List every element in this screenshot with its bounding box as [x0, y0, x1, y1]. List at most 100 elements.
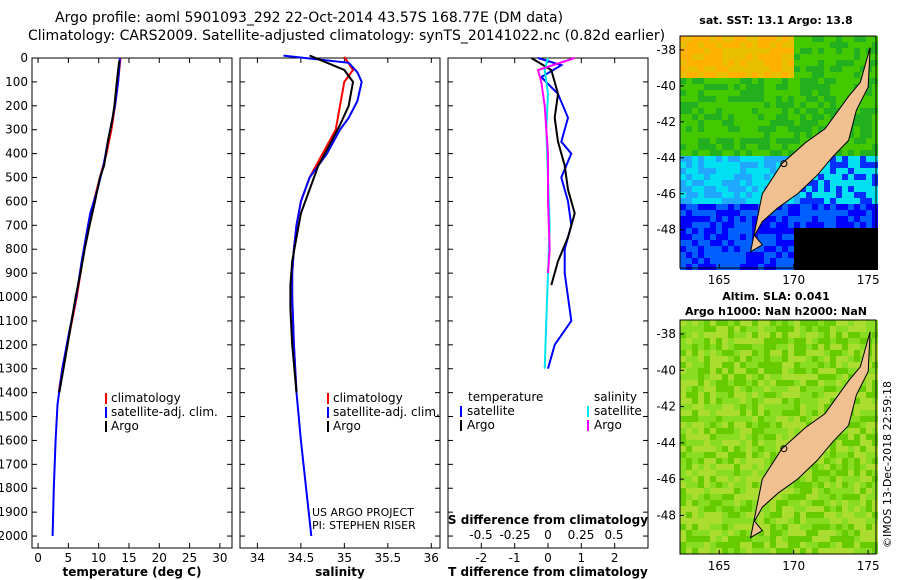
map-cell [734, 356, 740, 362]
map-cell [728, 350, 734, 356]
map-cell [818, 344, 824, 350]
map-cell [860, 210, 866, 216]
map-cell [794, 410, 800, 416]
map-cell [800, 204, 806, 210]
map-cell [860, 258, 866, 264]
map-cell [770, 54, 776, 60]
map-cell [842, 222, 848, 228]
map-cell [770, 156, 776, 162]
map-cell [848, 320, 854, 326]
map-cell [752, 494, 758, 500]
map-cell [782, 216, 788, 222]
map-cell [722, 326, 728, 332]
watermark: ©IMOS 13-Dec-2018 22:59:18 [881, 381, 894, 548]
map-cell [824, 488, 830, 494]
map-cell [704, 428, 710, 434]
map-cell [812, 524, 818, 530]
map-cell [698, 252, 704, 258]
map-cell [686, 428, 692, 434]
map-cell [758, 150, 764, 156]
map-cell [776, 524, 782, 530]
map-cell [776, 264, 782, 270]
map-cell [848, 210, 854, 216]
map-cell [746, 440, 752, 446]
map-cell [776, 332, 782, 338]
map-cell [848, 452, 854, 458]
map-cell [860, 458, 866, 464]
map-cell [830, 60, 836, 66]
map-cell [698, 338, 704, 344]
map-cell [686, 530, 692, 536]
map-cell [770, 386, 776, 392]
map-cell [818, 536, 824, 542]
map-cell [830, 362, 836, 368]
map-cell [752, 380, 758, 386]
map-cell [716, 392, 722, 398]
map-cell [866, 240, 872, 246]
map-cell [866, 78, 872, 84]
map-cell [746, 186, 752, 192]
map-cell [746, 180, 752, 186]
map-cell [710, 210, 716, 216]
map-cell [806, 518, 812, 524]
map-cell [806, 258, 812, 264]
map-cell [830, 476, 836, 482]
map-cell [752, 180, 758, 186]
map-cell [830, 78, 836, 84]
map-cell [752, 198, 758, 204]
map-cell [872, 422, 878, 428]
map-cell [728, 246, 734, 252]
map-cell [776, 246, 782, 252]
map-cell [842, 204, 848, 210]
map-cell [830, 368, 836, 374]
map-cell [788, 488, 794, 494]
map-cell [764, 222, 770, 228]
map-cell [800, 368, 806, 374]
map-cell [800, 126, 806, 132]
map-cell [692, 198, 698, 204]
map-cell [788, 524, 794, 530]
map-cell [716, 222, 722, 228]
map-cell [752, 416, 758, 422]
map-cell [758, 404, 764, 410]
map-cell [836, 264, 842, 270]
map-cell [698, 374, 704, 380]
map-cell [734, 326, 740, 332]
map-cell [806, 90, 812, 96]
map-cell [740, 536, 746, 542]
map-cell [764, 512, 770, 518]
map-cell [788, 222, 794, 228]
map-cell [764, 326, 770, 332]
map-cell [734, 542, 740, 548]
map-cell [740, 368, 746, 374]
map-cell [824, 120, 830, 126]
map-cell [698, 470, 704, 476]
map-cell [806, 404, 812, 410]
map-cell [704, 210, 710, 216]
map-cell [872, 96, 878, 102]
map-cell [872, 192, 878, 198]
map-cell [710, 156, 716, 162]
map-cell [680, 338, 686, 344]
map-cell [872, 548, 878, 554]
map-cell [734, 470, 740, 476]
map-cell [710, 356, 716, 362]
map-cell [740, 464, 746, 470]
map-cell [836, 180, 842, 186]
map-cell [752, 350, 758, 356]
map-cell [746, 506, 752, 512]
map-cell [824, 168, 830, 174]
map-cell [806, 368, 812, 374]
map-cell [692, 54, 698, 60]
map-cell [728, 506, 734, 512]
map-cell [830, 392, 836, 398]
map-cell [710, 338, 716, 344]
map-cell [716, 246, 722, 252]
map-cell [836, 84, 842, 90]
map-cell [680, 54, 686, 60]
map-cell [758, 174, 764, 180]
map-cell [782, 246, 788, 252]
map-cell [680, 168, 686, 174]
map-cell [782, 102, 788, 108]
map-cell [692, 102, 698, 108]
